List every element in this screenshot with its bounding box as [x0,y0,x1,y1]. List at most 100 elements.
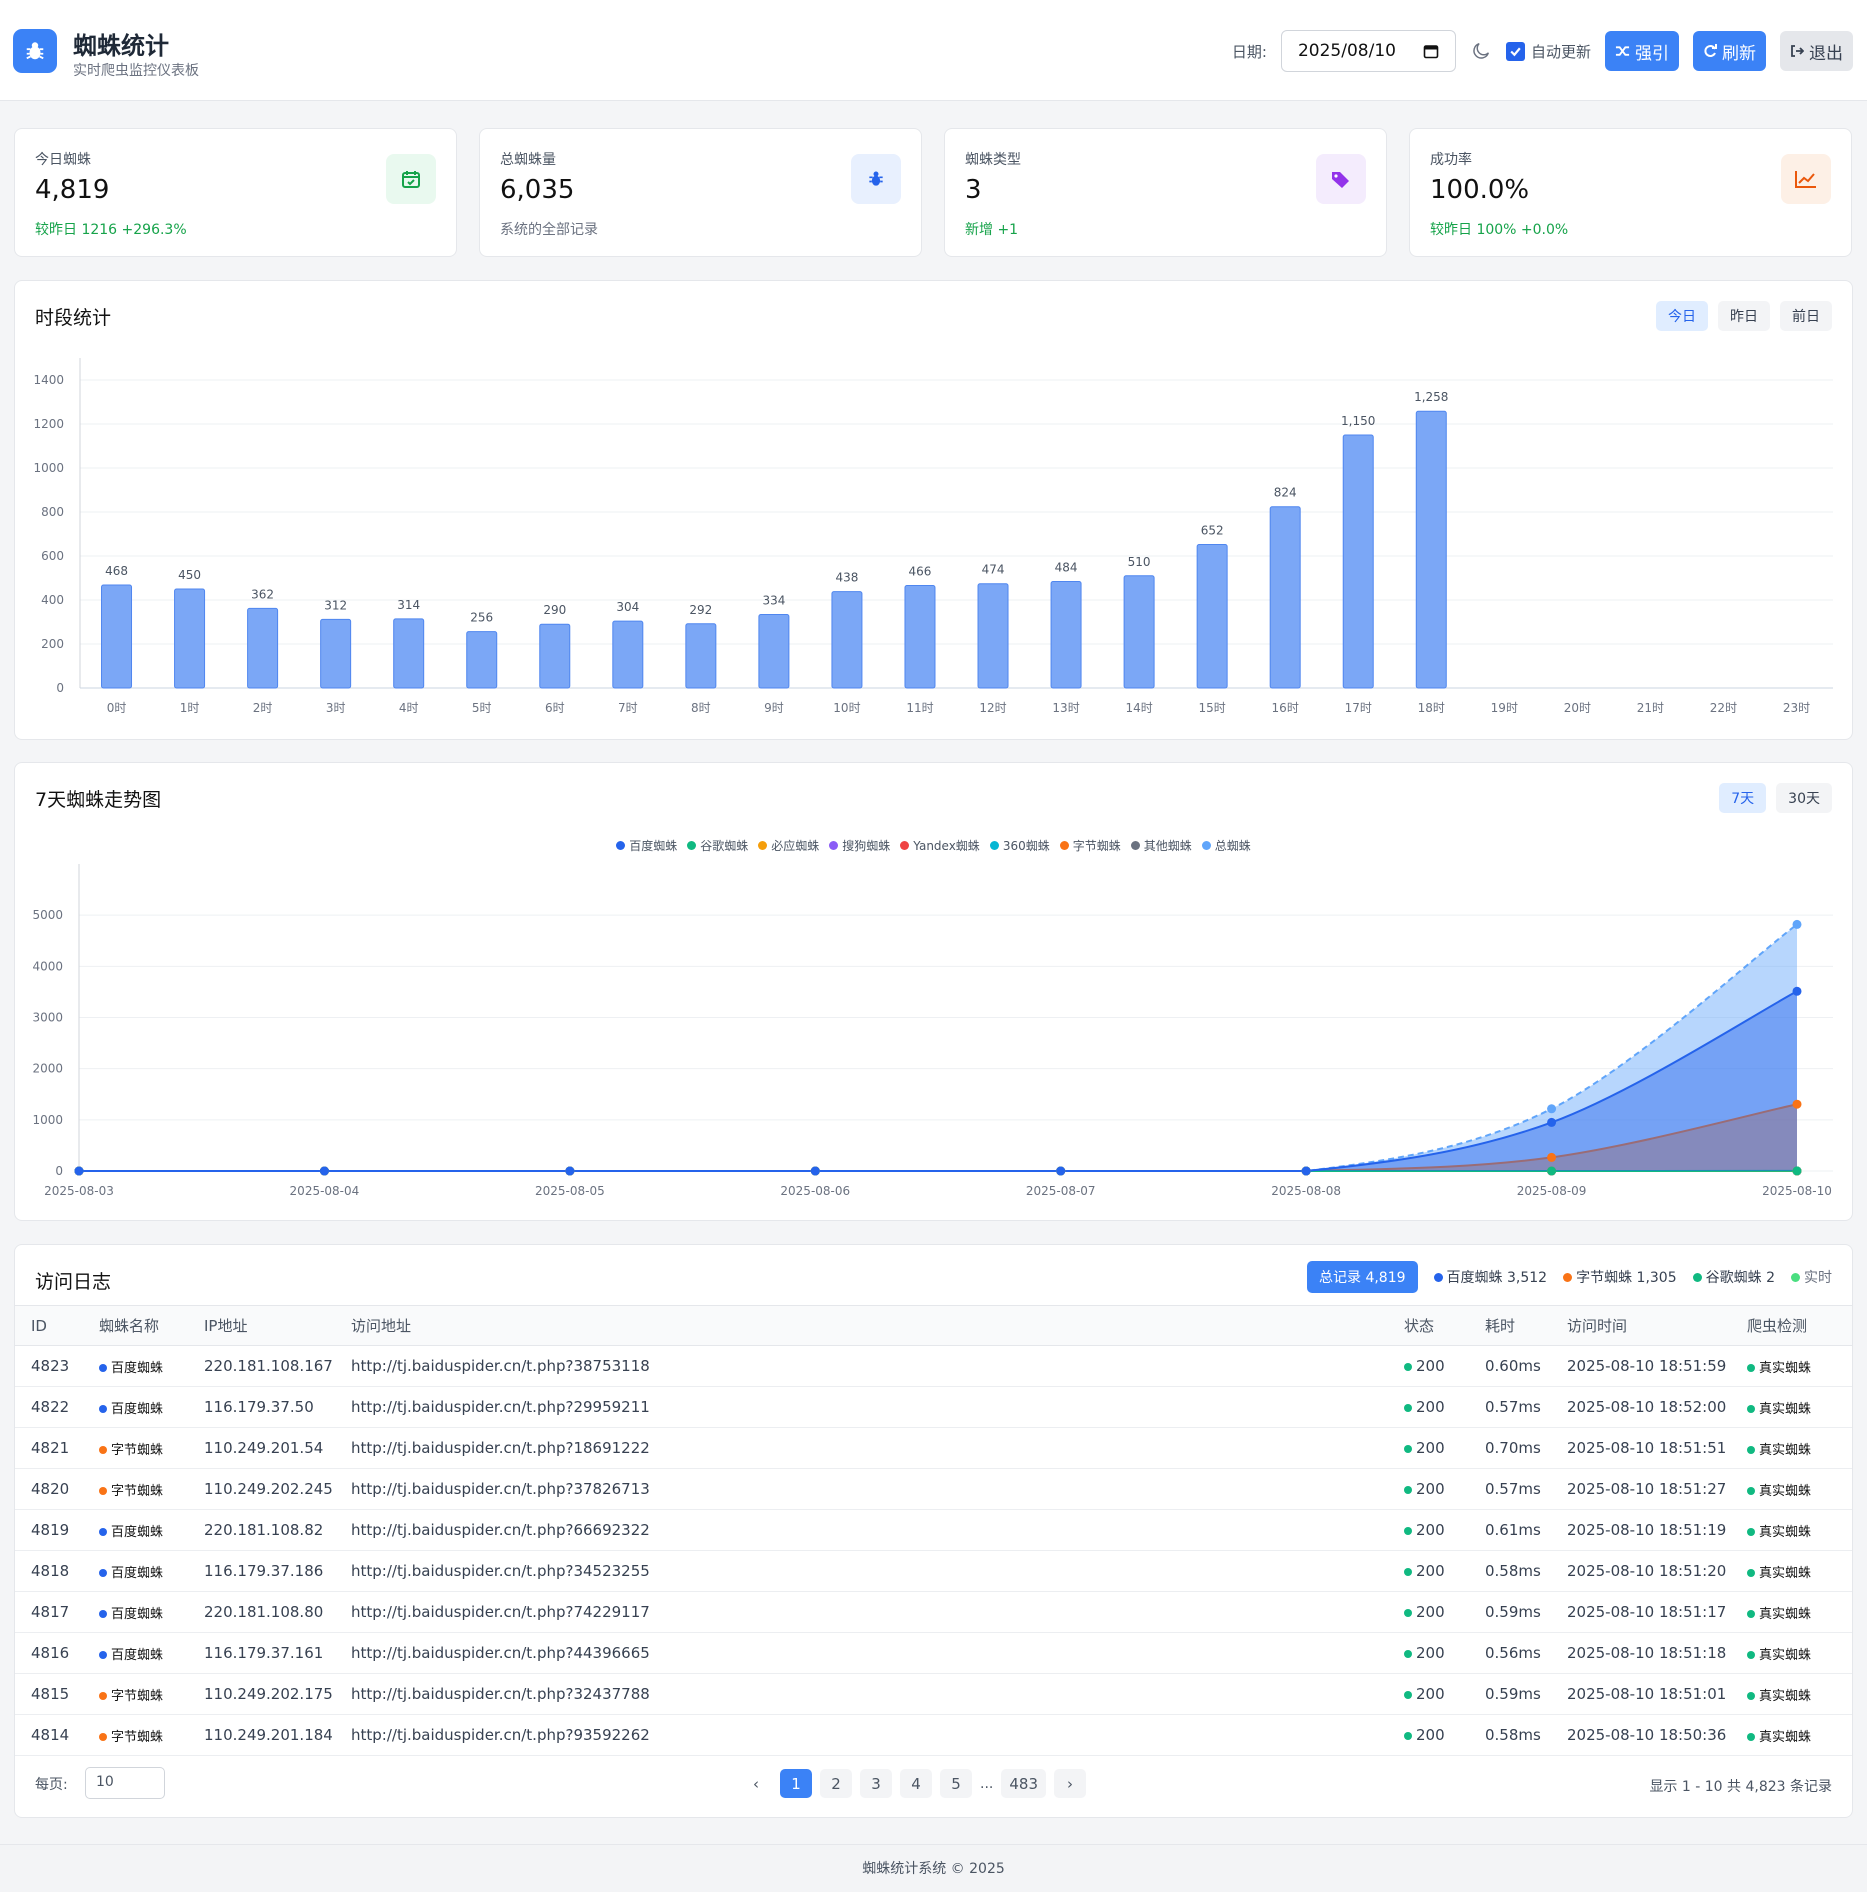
status-dot [1404,1527,1412,1535]
x-tick-label: 21时 [1637,701,1664,715]
cell: 百度蜘蛛 [83,1345,188,1387]
bar [612,620,644,689]
cell-text: 0.58ms [1485,1562,1541,1580]
logout-button[interactable]: 退出 [1780,31,1853,71]
prev-page[interactable]: ‹ [753,1774,759,1793]
x-tick-label: 3时 [326,701,346,715]
stat-note: 较昨日 1216 +296.3% [35,222,187,238]
tab[interactable]: 30天 [1776,783,1832,813]
theme-toggle[interactable] [1470,40,1492,62]
legend-label: 必应蜘蛛 [771,839,820,853]
log-table: ID 蜘蛛名称 IP地址 访问地址 状态 耗时 访问时间 爬虫检测 4823 百度蜘蛛 220.1… [15,1305,1852,1756]
cell-text: 0.61ms [1485,1521,1541,1539]
stat-note: 系统的全部记录 [500,222,598,238]
legend-item[interactable]: 360蜘蛛 [989,837,1050,854]
cell-text: 2025-08-10 18:51:18 [1567,1644,1727,1662]
cell: 200 [1388,1509,1469,1551]
column-header: 访问地址 [335,1305,1388,1346]
cell: 百度蜘蛛 [83,1386,188,1428]
column-header: 蜘蛛名称 [83,1305,188,1346]
cell-text: 0.57ms [1485,1480,1541,1498]
stat-icon [386,154,436,204]
value-label: 438 [835,571,858,585]
trend-panel: 0 1000 2000 3000 4000 5000 2025-08-03 2025-08-0… [14,762,1853,1221]
x-tick-label: 11时 [906,701,933,715]
status-text: 200 [1416,1521,1445,1539]
tab[interactable]: 昨日 [1718,301,1770,331]
page-button[interactable]: 4 [900,1769,932,1798]
cell-text: 0.58ms [1485,1726,1541,1744]
value-label: 652 [1201,524,1224,538]
legend-item[interactable]: 百度蜘蛛 [616,837,677,854]
cell: 4823 [15,1345,83,1387]
cell-text: 0.57ms [1485,1398,1541,1416]
cell-text: 116.179.37.186 [204,1562,324,1580]
x-tick-label: 5时 [472,701,492,715]
bar [247,607,279,689]
footer: 蜘蛛统计系统 © 2025 [0,1844,1867,1892]
point [810,1166,820,1176]
legend-item[interactable]: Yandex蜘蛛 [900,837,980,854]
value-label: 824 [1274,486,1297,500]
y-tick-label: 600 [41,549,64,563]
cell-text: 0.60ms [1485,1357,1541,1375]
legend-label: 360蜘蛛 [1002,839,1050,853]
cell-text: 2025-08-10 18:51:27 [1567,1480,1727,1498]
bar [1050,581,1082,689]
subtitle: 实时爬虫监控仪表板 [73,63,199,79]
refresh-button[interactable]: 刷新 [1693,31,1766,71]
status-text: 200 [1416,1439,1445,1457]
legend-item[interactable]: 谷歌蜘蛛 [687,837,748,854]
tab[interactable]: 7天 [1719,783,1767,813]
log-row: 4823 百度蜘蛛 220.181.108.167 http://tj.baidusp… [15,1345,1852,1387]
cell: 110.249.202.245 [188,1468,335,1510]
date-input[interactable]: 2025/08/10 [1280,30,1456,72]
x-tick-label: 2025-08-05 [535,1184,605,1198]
cell-text: 116.179.37.50 [204,1398,314,1416]
legend-swatch [989,841,999,850]
x-tick-label: 10时 [833,701,860,715]
log-row: 4817 百度蜘蛛 220.181.108.80 http://tj.baiduspi… [15,1591,1852,1633]
per-page-input[interactable]: 10 [85,1767,165,1799]
legend-item[interactable]: 字节蜘蛛 [1059,837,1121,854]
page-button[interactable]: 3 [860,1769,892,1798]
cell: 真实蜘蛛 [1731,1550,1852,1592]
legend-item[interactable]: 其他蜘蛛 [1130,837,1192,854]
cell-text: 4822 [31,1398,70,1416]
cell: 百度蜘蛛 [83,1550,188,1592]
legend-label: 总蜘蛛 [1214,839,1251,853]
bar [466,631,498,689]
button-label: 刷新 [1722,43,1756,64]
cell: http://tj.baiduspider.cn/t.php?18691222 [335,1427,1388,1469]
cell: 真实蜘蛛 [1731,1345,1852,1387]
bar [1269,506,1301,689]
cell-text: 110.249.201.184 [204,1726,333,1744]
status-dot [1747,1650,1755,1659]
title: 蜘蛛统计 [73,32,169,60]
legend-item[interactable]: 必应蜘蛛 [758,837,819,854]
status-dot [1404,1486,1412,1494]
status-dot [1404,1404,1412,1412]
page-button[interactable]: 2 [820,1769,852,1798]
cell-text: http://tj.baiduspider.cn/t.php?34523255 [351,1562,650,1580]
total-badge: 总记录 4,819 [1306,1261,1418,1293]
log-badges: 总记录 4,819 百度蜘蛛 3,512 字节蜘蛛 1,305 谷歌蜘蛛 2 实时 [1306,1261,1832,1293]
page-button[interactable]: 5 [940,1769,972,1798]
page-button[interactable]: 1 [780,1769,812,1798]
push-button[interactable]: 强引 [1605,31,1679,71]
stat-note: 较昨日 100% +0.0% [1430,222,1569,238]
x-tick-label: 2025-08-09 [1517,1184,1587,1198]
spider-name: 百度蜘蛛 [111,1647,164,1663]
stat-card: 成功率 100.0% 较昨日 100% +0.0% [1409,128,1852,257]
tab[interactable]: 前日 [1780,301,1832,331]
tab[interactable]: 今日 [1656,301,1708,331]
legend-item[interactable]: 总蜘蛛 [1201,837,1251,854]
cell-text: 0.56ms [1485,1644,1541,1662]
log-row: 4819 百度蜘蛛 220.181.108.82 http://tj.baiduspi… [15,1509,1852,1551]
next-page[interactable]: › [1054,1769,1086,1798]
page-button[interactable]: 483 [1001,1769,1046,1798]
auto-update[interactable]: 自动更新 [1505,41,1591,62]
column-header: 耗时 [1469,1305,1551,1346]
legend-item[interactable]: 搜狗蜘蛛 [829,837,890,854]
x-tick-label: 19时 [1491,701,1518,715]
